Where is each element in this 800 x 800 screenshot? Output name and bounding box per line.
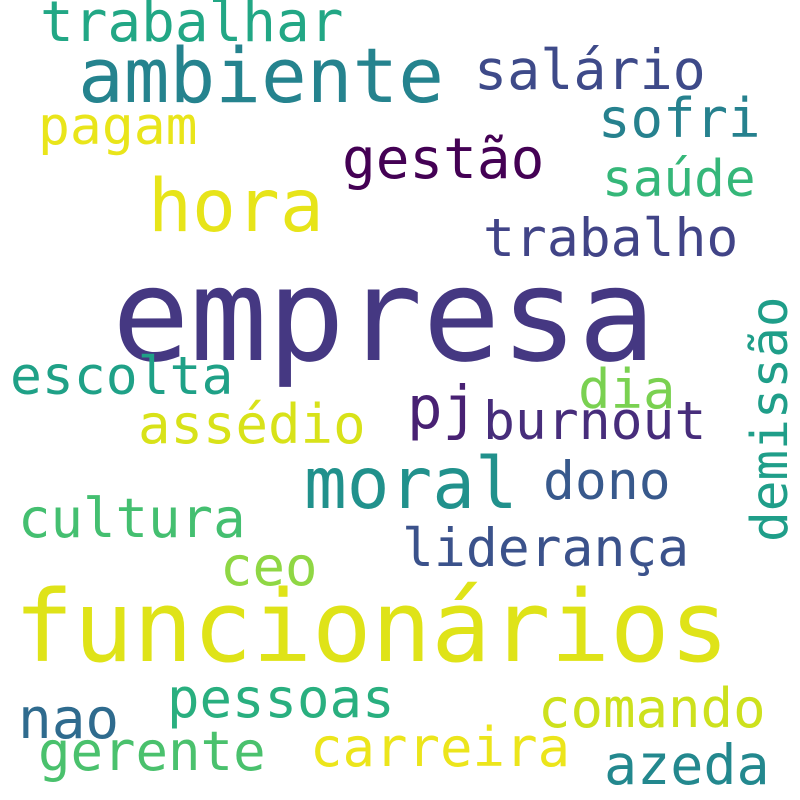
word-salario: salário: [474, 38, 706, 102]
word-hora: hora: [148, 164, 324, 249]
word-gestao: gestão: [342, 127, 545, 192]
word-funcionarios: funcionários: [14, 570, 730, 685]
word-saude: saúde: [602, 150, 756, 209]
word-azeda: azeda: [604, 733, 770, 797]
word-ceo: ceo: [220, 535, 318, 598]
word-pagam: pagam: [38, 96, 198, 157]
word-gerente: gerente: [38, 720, 266, 783]
word-sofri: sofri: [598, 87, 761, 150]
word-demissao: demissão: [741, 296, 800, 542]
word-dono: dono: [543, 451, 671, 512]
word-pj: pj: [407, 373, 479, 442]
word-moral: moral: [304, 442, 518, 525]
word-pessoas: pessoas: [167, 667, 395, 730]
word-carreira: carreira: [310, 716, 571, 779]
word-burnout: burnout: [483, 391, 707, 452]
word-ambiente: ambiente: [78, 31, 445, 120]
word-trabalho: trabalho: [483, 208, 739, 269]
word-dia: dia: [578, 358, 676, 421]
word-assedio: assédio: [138, 393, 366, 456]
word-comando: comando: [538, 677, 766, 740]
word-empresa: empresa: [112, 241, 656, 391]
word-nao: nao: [18, 687, 120, 752]
word-lideranca: liderança: [402, 518, 690, 579]
word-escolta: escolta: [10, 346, 234, 407]
word-cultura: cultura: [18, 487, 246, 550]
word-trabalhar: trabalhar: [40, 0, 344, 55]
